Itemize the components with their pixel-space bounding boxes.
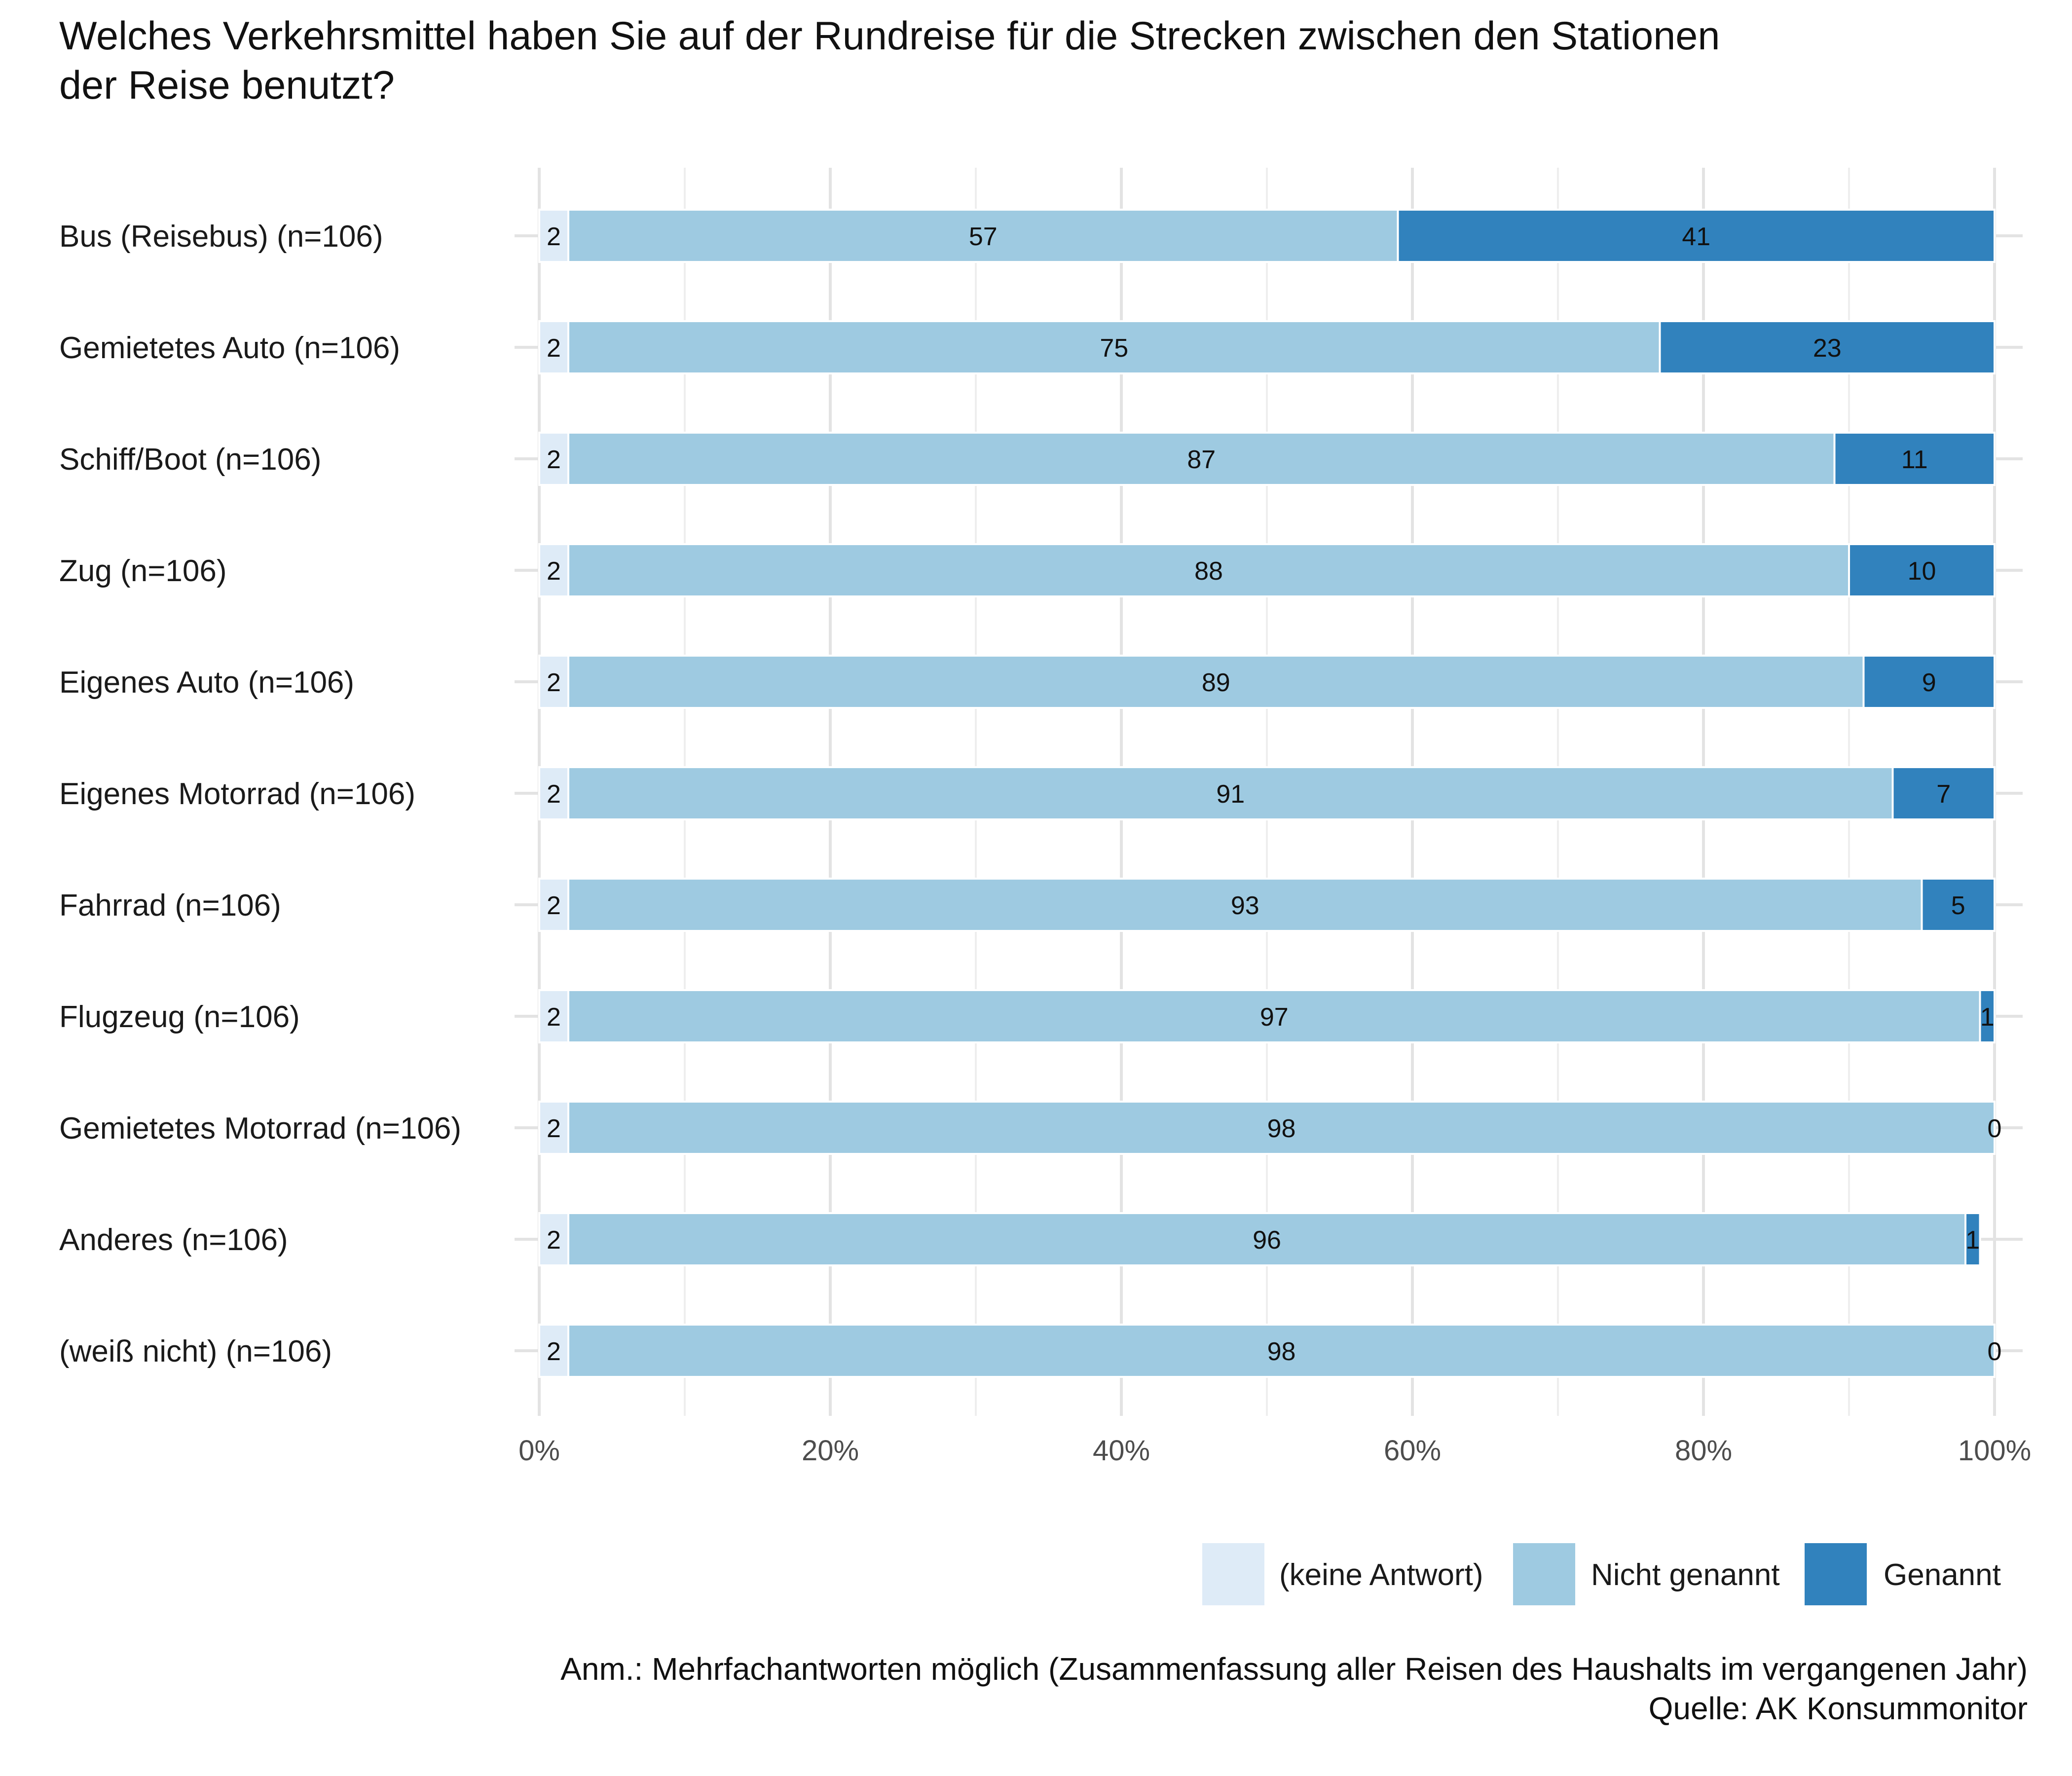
- bar-value-label: 2: [547, 557, 561, 586]
- bar-value-label: 9: [1922, 668, 1936, 697]
- bar-segment: [538, 878, 569, 932]
- category-label: Gemietetes Motorrad (n=106): [59, 1111, 461, 1146]
- bar-value-label: 2: [547, 1003, 561, 1032]
- source-text: Quelle: AK Konsummonitor: [1649, 1691, 2028, 1726]
- bar-value-label: 0: [1988, 1114, 2002, 1143]
- bar-value-label: 2: [547, 1337, 561, 1366]
- bar-value-label: 57: [969, 222, 998, 251]
- x-tick-label: 80%: [1675, 1435, 1732, 1467]
- bar-segment: [1397, 209, 1996, 263]
- bar-segment: [567, 878, 1923, 932]
- bar-value-label: 2: [547, 334, 561, 363]
- legend: (keine Antwort) Nicht genannt Genannt: [1202, 1543, 2001, 1605]
- bar-value-label: 75: [1100, 334, 1128, 363]
- legend-label: (keine Antwort): [1279, 1558, 1483, 1592]
- bar-segment: [567, 543, 1850, 597]
- bar-segment: [567, 766, 1894, 820]
- bar-segment: [567, 432, 1836, 486]
- category-label: (weiß nicht) (n=106): [59, 1334, 332, 1369]
- legend-swatch: [1513, 1543, 1575, 1605]
- bar-segment: [538, 209, 569, 263]
- bar-value-label: 23: [1813, 334, 1842, 363]
- x-axis-ticks: 0% 20% 40% 60% 80% 100%: [518, 1435, 2031, 1467]
- legend-swatch: [1202, 1543, 1264, 1605]
- legend-label: Genannt: [1884, 1558, 2001, 1592]
- x-tick-label: 40%: [1093, 1435, 1150, 1467]
- bar-value-label: 41: [1682, 222, 1710, 251]
- x-tick-label: 100%: [1958, 1435, 2031, 1467]
- category-label: Bus (Reisebus) (n=106): [59, 220, 383, 254]
- bar-value-label: 97: [1260, 1003, 1289, 1032]
- bar-segment: [1964, 1212, 1981, 1266]
- bar-segment: [538, 989, 569, 1043]
- bar-segment: [1891, 766, 1996, 820]
- bar-segment: [1979, 989, 1996, 1043]
- bar-value-label: 10: [1908, 557, 1936, 586]
- bar-segment: [567, 209, 1399, 263]
- category-label: Fahrrad (n=106): [59, 888, 281, 923]
- bar-segment: [567, 1101, 1996, 1155]
- bar-value-label: 87: [1187, 445, 1216, 474]
- bar-value-label: 11: [1901, 445, 1928, 474]
- bar-value-label: 2: [547, 891, 561, 920]
- bar-segment: [1921, 878, 1996, 932]
- bar-value-label: 2: [547, 1226, 561, 1255]
- bar-segment: [567, 1212, 1966, 1266]
- bar-value-label: 7: [1936, 780, 1951, 809]
- bar-segment: [567, 320, 1661, 374]
- bar-value-label: 93: [1231, 891, 1259, 920]
- legend-swatch: [1805, 1543, 1867, 1605]
- bar-segment: [1833, 432, 1996, 486]
- legend-label: Nicht genannt: [1591, 1558, 1780, 1592]
- bar-value-label: 2: [547, 780, 561, 809]
- bar-value-label: 2: [547, 1114, 561, 1143]
- bar-segment: [567, 1324, 1996, 1378]
- category-label: Schiff/Boot (n=106): [59, 443, 321, 477]
- bar-value-label: 96: [1253, 1226, 1281, 1255]
- category-labels: Bus (Reisebus) (n=106) Gemietetes Auto (n…: [59, 220, 461, 1369]
- bars: 2 57 412 75 232 87 112 88 102 89 92 91 72 93 52 97 12 98 0…: [538, 209, 2002, 1378]
- bar-segment: [1659, 320, 1996, 374]
- bar-value-label: 5: [1951, 891, 1965, 920]
- chart-title-line-2: der Reise benutzt?: [59, 63, 395, 108]
- bar-value-label: 1: [1980, 1003, 1995, 1032]
- x-tick-label: 20%: [802, 1435, 859, 1467]
- bar-value-label: 98: [1267, 1337, 1296, 1366]
- bar-value-label: 1: [1965, 1226, 1980, 1255]
- x-tick-label: 60%: [1384, 1435, 1441, 1467]
- x-tick-label: 0%: [518, 1435, 560, 1467]
- category-label: Zug (n=106): [59, 554, 227, 588]
- bar-segment: [567, 655, 1865, 709]
- bar-value-label: 88: [1194, 557, 1223, 586]
- chart-title-line-1: Welches Verkehrsmittel haben Sie auf der…: [59, 14, 1720, 58]
- bar-value-label: 2: [547, 445, 561, 474]
- bar-value-label: 98: [1267, 1114, 1296, 1143]
- category-label: Eigenes Auto (n=106): [59, 666, 354, 700]
- bar-segment: [1862, 655, 1996, 709]
- bar-value-label: 2: [547, 668, 561, 697]
- bar-value-label: 2: [547, 222, 561, 251]
- note-text: Anm.: Mehrfachantworten möglich (Zusamme…: [560, 1651, 2028, 1687]
- bar-segment: [1848, 543, 1996, 597]
- category-label: Gemietetes Auto (n=106): [59, 331, 400, 365]
- bar-value-label: 91: [1216, 780, 1245, 809]
- category-label: Flugzeug (n=106): [59, 1000, 300, 1034]
- bar-segment: [538, 655, 569, 709]
- bar-value-label: 0: [1988, 1337, 2002, 1366]
- category-label: Eigenes Motorrad (n=106): [59, 777, 415, 811]
- category-label: Anderes (n=106): [59, 1223, 288, 1257]
- bar-value-label: 89: [1202, 668, 1230, 697]
- bar-segment: [538, 1324, 569, 1378]
